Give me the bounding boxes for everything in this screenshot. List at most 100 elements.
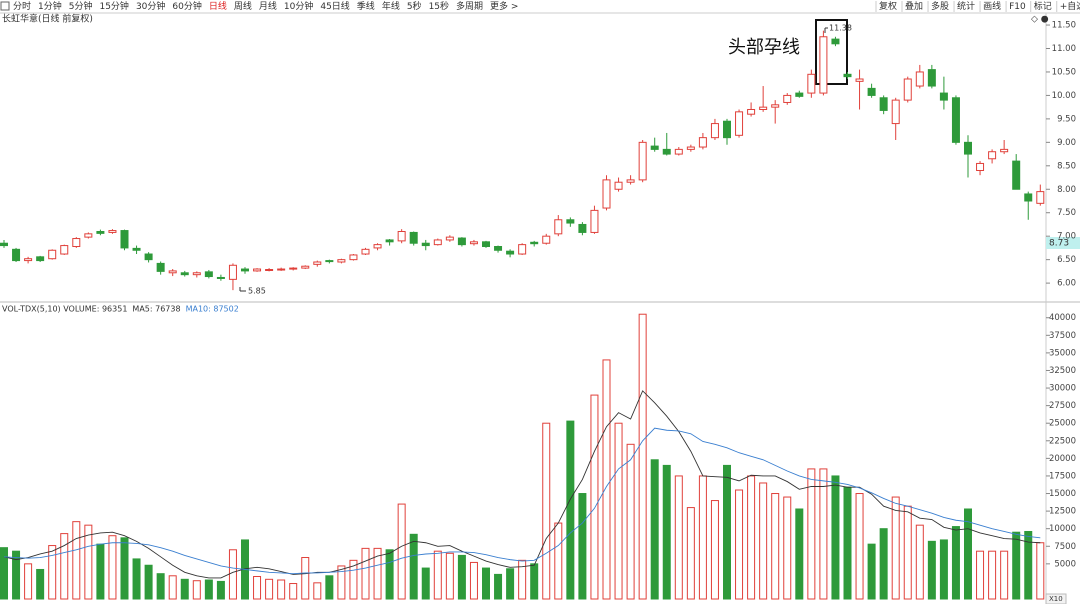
toolbar-item[interactable]: 复权	[879, 0, 897, 12]
candle-body	[156, 262, 165, 272]
volume-bar	[747, 475, 756, 600]
volume-bar	[915, 524, 924, 600]
y-tick-label: 11.50	[1052, 21, 1076, 31]
toolbar-item: 5分钟	[69, 0, 93, 12]
volume-bar	[855, 493, 864, 600]
annotation-text: 头部孕线	[728, 37, 800, 58]
volume-bar	[1024, 530, 1033, 600]
volume-bar	[457, 554, 466, 600]
candle-body	[144, 253, 153, 261]
legend-item: MA10: 87502	[186, 305, 239, 314]
toolbar-item: 年线	[382, 0, 400, 12]
toolbar-item: 多周期	[456, 0, 483, 12]
low-label: 5.85	[248, 287, 266, 296]
volume-bar	[578, 493, 587, 600]
candle-body	[879, 97, 888, 111]
volume-bar	[891, 496, 900, 600]
candle-body	[397, 230, 406, 242]
toolbar-item: 15秒	[429, 0, 449, 12]
y-tick-label: 7.50	[1057, 208, 1076, 218]
candle-body	[988, 151, 997, 160]
candle-body	[939, 92, 948, 101]
candle-body	[445, 236, 454, 241]
volume-bar	[180, 578, 189, 600]
toolbar-item[interactable]: F10	[1009, 2, 1026, 12]
volume-bar	[96, 543, 105, 600]
candle-body	[783, 94, 792, 103]
y-tick-label: 6.50	[1057, 255, 1076, 265]
volume-bar	[1000, 550, 1009, 600]
toolbar-item[interactable]: +自选	[1060, 0, 1080, 12]
volume-bar	[192, 580, 201, 600]
candle-body	[108, 230, 117, 233]
volume-bar	[301, 557, 310, 600]
candle-body	[373, 244, 382, 249]
candle-body	[747, 108, 756, 115]
volume-bar	[325, 575, 334, 600]
candle-body	[457, 237, 466, 246]
candle-body	[626, 179, 635, 183]
candle-body	[277, 268, 286, 271]
volume-bar	[12, 550, 21, 600]
toolbar-item: 5秒	[407, 0, 422, 12]
toolbar-item[interactable]: 统计	[957, 0, 975, 12]
toolbar-item[interactable]: 多股	[931, 0, 949, 12]
volume-bar	[433, 550, 442, 600]
label-pointer	[239, 27, 828, 292]
volume-bar	[156, 573, 165, 600]
candle-body	[192, 272, 201, 276]
candle-body	[132, 247, 141, 251]
candle-body	[807, 73, 816, 94]
volume-bar	[337, 565, 346, 600]
volume-bar	[927, 540, 936, 600]
candle-body	[48, 249, 57, 260]
volume-bar	[494, 573, 503, 600]
candle-body	[24, 258, 33, 262]
y-tick-label: 9.50	[1057, 114, 1076, 124]
candle-body	[12, 248, 21, 262]
ma-line	[3, 390, 1041, 579]
candle-body	[578, 223, 587, 233]
y-tick-label: 10.50	[1052, 67, 1076, 77]
y-tick-label: 10.00	[1052, 91, 1076, 101]
volume-bar	[626, 443, 635, 600]
candle-body	[1012, 160, 1021, 190]
volume-bar	[1036, 542, 1045, 600]
candle-body	[686, 146, 695, 150]
menu-icon[interactable]	[0, 1, 10, 11]
y-tick-label: 22500	[1049, 436, 1076, 446]
volume-bar	[795, 508, 804, 600]
y-tick-label: 11.00	[1052, 44, 1076, 54]
volume-bar	[566, 420, 575, 600]
candle-body	[313, 261, 322, 265]
candle-body	[530, 241, 539, 245]
toolbar-item[interactable]: 画线	[983, 0, 1001, 12]
candle-body	[433, 239, 442, 246]
volume-bar	[988, 550, 997, 600]
candle-body	[482, 241, 490, 248]
toolbar-item[interactable]: 标记	[1034, 0, 1052, 12]
volume-bar	[289, 583, 298, 600]
candle-body	[891, 99, 900, 125]
candle-body	[349, 254, 358, 261]
volume-bar	[783, 496, 792, 600]
candle-body	[361, 248, 370, 255]
candle-body	[795, 92, 804, 97]
candle-body	[289, 267, 298, 270]
volume-bar	[976, 550, 985, 600]
volume-bar	[397, 503, 406, 600]
volume-bar	[482, 567, 490, 600]
volume-bar	[759, 482, 768, 600]
candle-body	[698, 137, 707, 148]
volume-bar	[132, 558, 141, 600]
volume-bar	[204, 579, 213, 600]
volume-bar	[373, 547, 382, 600]
toolbar-item[interactable]: 叠加	[905, 1, 923, 12]
candle-body	[843, 73, 852, 78]
toolbar-item: 更多 >	[490, 0, 518, 12]
toolbar-item: 季线	[357, 0, 375, 12]
pane-icons[interactable]: ◇ ●	[1031, 15, 1049, 25]
y-tick-label: 20000	[1049, 454, 1076, 464]
y-tick-label: 35000	[1049, 348, 1076, 358]
